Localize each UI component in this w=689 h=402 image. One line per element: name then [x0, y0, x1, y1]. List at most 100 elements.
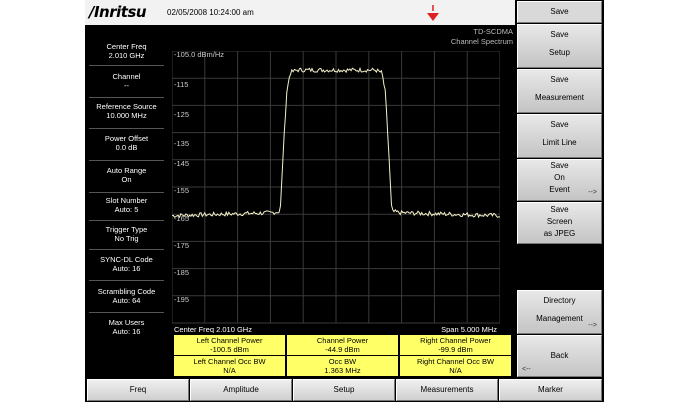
meas-right-channel-power: Right Channel Power -99.9 dBm: [400, 335, 511, 355]
parameter-panel: Center Freq 2.010 GHz Channel -- Referen…: [85, 25, 168, 378]
param-channel: Channel --: [85, 72, 168, 90]
softkey-line: Save: [550, 30, 569, 39]
divider: [89, 249, 164, 250]
y-tick-label: -165: [174, 214, 190, 223]
submenu-arrow-icon: -->: [588, 322, 597, 329]
softkey-line: as JPEG: [543, 229, 576, 238]
meas-value: N/A: [223, 366, 236, 375]
save-on-event-button[interactable]: Save On Event -->: [517, 159, 602, 201]
tab-freq[interactable]: Freq: [87, 379, 189, 401]
param-slot-number: Slot Number Auto: 5: [85, 196, 168, 214]
divider: [89, 160, 164, 161]
y-tick-label: -195: [174, 295, 190, 304]
param-value: 2.010 GHz: [108, 51, 145, 60]
save-limit-line-button[interactable]: Save Limit Line: [517, 114, 602, 158]
meas-right-channel-occ-bw: Right Channel Occ BW N/A: [400, 356, 511, 376]
param-value: Auto: 64: [112, 296, 141, 305]
param-value: --: [124, 81, 129, 90]
tab-setup[interactable]: Setup: [293, 379, 395, 401]
param-value: Auto: 5: [114, 205, 139, 214]
softkey-menu-title: Save: [517, 1, 602, 23]
save-measurement-button[interactable]: Save Measurement: [517, 69, 602, 113]
meas-value: -100.5 dBm: [210, 345, 249, 354]
param-sync-dl-code: SYNC-DL Code Auto: 16: [85, 255, 168, 273]
divider: [89, 192, 164, 193]
param-max-users: Max Users Auto: 16: [85, 318, 168, 336]
meas-label: Left Channel Occ BW: [193, 357, 266, 366]
softkey-line: Limit Line: [542, 138, 577, 147]
mode-header: TD-SCDMA Channel Spectrum: [451, 27, 513, 47]
center-freq-label: Center Freq 2.010 GHz: [174, 325, 252, 334]
y-tick-label: -135: [174, 139, 190, 148]
softkey-line: Measurement: [535, 93, 584, 102]
meas-value: -44.9 dBm: [325, 345, 360, 354]
save-setup-button[interactable]: Save Setup: [517, 24, 602, 68]
y-tick-label: -105.0 dBm/Hz: [174, 50, 225, 59]
meas-label: Right Channel Power: [420, 336, 491, 345]
param-label: Trigger Type: [105, 225, 148, 234]
signal-alert-icon: [427, 5, 439, 21]
param-label: Slot Number: [105, 196, 148, 205]
main-menu-bar: Freq Amplitude Setup Measurements Marker: [85, 378, 604, 402]
spectrum-trace: [172, 66, 500, 219]
y-tick-label: -115: [174, 80, 189, 89]
param-scrambling-code: Scrambling Code Auto: 64: [85, 287, 168, 305]
view-name: Channel Spectrum: [450, 37, 513, 46]
param-label: Channel: [112, 72, 141, 81]
param-label: SYNC-DL Code: [100, 255, 153, 264]
meas-value: 1.363 MHz: [324, 366, 361, 375]
meas-value: -99.9 dBm: [438, 345, 473, 354]
meas-channel-power: Channel Power -44.9 dBm: [287, 335, 398, 355]
divider: [89, 280, 164, 281]
measurement-table: Left Channel Power -100.5 dBm Channel Po…: [172, 333, 513, 376]
meas-label: Left Channel Power: [196, 336, 263, 345]
param-center-freq: Center Freq 2.010 GHz: [85, 42, 168, 60]
tab-amplitude[interactable]: Amplitude: [190, 379, 292, 401]
y-tick-label: -155: [174, 186, 190, 195]
y-tick-label: -185: [174, 268, 190, 277]
softkey-line: Directory: [543, 296, 576, 305]
softkey-menu: Save Save Setup Save Measurement Save Li…: [515, 0, 604, 378]
save-screen-as-jpeg-button[interactable]: Save Screen as JPEG: [517, 202, 602, 244]
param-trigger-type: Trigger Type No Trig: [85, 225, 168, 243]
param-label: Scrambling Code: [97, 287, 156, 296]
meas-value: N/A: [449, 366, 462, 375]
param-value: 10.000 MHz: [106, 111, 147, 120]
param-auto-range: Auto Range On: [85, 166, 168, 184]
param-value: 0.0 dB: [115, 143, 138, 152]
param-power-offset: Power Offset 0.0 dB: [85, 134, 168, 152]
submenu-arrow-icon: -->: [588, 189, 597, 196]
divider: [89, 220, 164, 221]
divider: [89, 128, 164, 129]
param-value: Auto: 16: [112, 264, 141, 273]
softkey-line: On: [554, 173, 565, 182]
meas-label: Channel Power: [316, 336, 369, 345]
mode-name: TD-SCDMA: [473, 27, 513, 36]
meas-left-channel-power: Left Channel Power -100.5 dBm: [174, 335, 285, 355]
softkey-line: Save: [550, 161, 569, 170]
softkey-line: Screen: [546, 217, 573, 226]
param-label: Center Freq: [106, 42, 147, 51]
softkey-line: Back: [550, 351, 569, 360]
y-tick-label: -125: [174, 110, 190, 119]
back-button[interactable]: Back <--: [517, 335, 602, 377]
back-arrow-icon: <--: [522, 366, 531, 373]
title-bar: /Inritsu 02/05/2008 10:24:00 am: [85, 0, 515, 26]
param-label: Power Offset: [104, 134, 149, 143]
meas-label: Right Channel Occ BW: [416, 357, 495, 366]
tab-marker[interactable]: Marker: [499, 379, 602, 401]
directory-management-button[interactable]: Directory Management -->: [517, 290, 602, 334]
softkey-line: Event: [549, 185, 570, 194]
param-label: Auto Range: [106, 166, 147, 175]
divider: [89, 312, 164, 313]
datetime: 02/05/2008 10:24:00 am: [167, 8, 254, 17]
softkey-line: Save: [550, 205, 569, 214]
spectrum-plot: [172, 51, 500, 324]
softkey-line: Save: [550, 120, 569, 129]
softkey-line: Save: [550, 75, 569, 84]
meas-left-channel-occ-bw: Left Channel Occ BW N/A: [174, 356, 285, 376]
meas-label: Occ BW: [328, 357, 357, 366]
softkey-line: Setup: [549, 48, 570, 57]
tab-measurements[interactable]: Measurements: [396, 379, 498, 401]
param-value: Auto: 16: [112, 327, 141, 336]
